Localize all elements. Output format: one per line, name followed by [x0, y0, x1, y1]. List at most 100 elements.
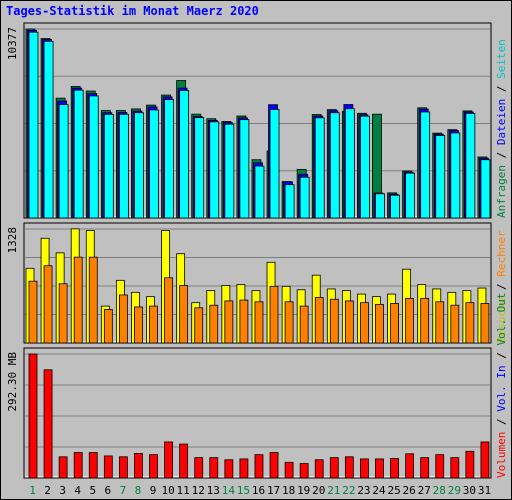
right-legend-top-part: Anfragen — [495, 165, 508, 218]
visits-bar-rechner-day-10 — [164, 277, 173, 344]
volume-bar-volumen-day-28 — [435, 454, 445, 479]
x-tick-label-day-24: 24 — [372, 484, 386, 497]
visits-bar-rechner-day-9 — [149, 305, 158, 344]
volume-bar-volumen-day-5 — [88, 452, 98, 479]
right-legend-top: Anfragen / Dateien / Seiten — [495, 39, 508, 218]
visits-bar-rechner-day-8 — [134, 306, 143, 344]
right-legend-bottom-part: / — [495, 346, 508, 366]
visits-bar-rechner-day-19 — [299, 305, 309, 344]
x-tick-label-day-6: 6 — [105, 484, 112, 497]
requests-bar-seiten-day-27 — [420, 111, 431, 219]
visits-bar-rechner-day-24 — [375, 303, 384, 344]
x-tick-label-day-10: 10 — [161, 484, 174, 497]
requests-bar-seiten-day-21 — [329, 112, 340, 219]
visits-bar-rechner-day-25 — [390, 303, 399, 344]
requests-bar-seiten-day-22 — [344, 108, 355, 219]
visits-bar-rechner-day-12 — [194, 307, 204, 344]
volume-bar-volumen-day-27 — [420, 457, 430, 479]
x-tick-label-day-25: 25 — [387, 484, 400, 497]
x-tick-label-day-1: 1 — [29, 484, 36, 497]
requests-bar-seiten-day-25 — [390, 194, 400, 219]
volume-bar-volumen-day-2 — [43, 369, 53, 479]
volume-bar-volumen-day-26 — [405, 453, 415, 479]
x-tick-label-day-5: 5 — [89, 484, 96, 497]
requests-bar-seiten-day-5 — [88, 95, 99, 219]
visits-bar-rechner-day-17 — [269, 285, 279, 344]
requests-bar-seiten-day-14 — [224, 123, 235, 219]
visits-bar-rechner-day-23 — [360, 302, 369, 344]
volume-bar-volumen-day-17 — [269, 452, 279, 479]
visits-bar-rechner-day-22 — [344, 300, 354, 344]
right-legends: Anfragen / Dateien / Seiten Besuche / Rec… — [495, 39, 508, 478]
right-legend-top-part: Seiten — [495, 39, 508, 79]
requests-bar-seiten-day-18 — [284, 184, 295, 219]
volume-bar-volumen-day-22 — [344, 456, 354, 479]
x-tick-label-day-11: 11 — [177, 484, 190, 497]
requests-panel: 10377 — [6, 22, 492, 219]
visits-bar-rechner-day-7 — [118, 294, 128, 344]
visits-bar-rechner-day-18 — [284, 301, 294, 344]
visits-bar-rechner-day-16 — [254, 301, 264, 344]
x-tick-label-day-28: 28 — [433, 484, 446, 497]
volume-bar-volumen-day-3 — [58, 456, 68, 479]
x-tick-label-day-19: 19 — [297, 484, 310, 497]
requests-bar-seiten-day-9 — [149, 109, 159, 219]
volume-bar-volumen-day-21 — [329, 457, 339, 479]
x-tick-label-day-3: 3 — [59, 484, 66, 497]
visits-bar-rechner-day-28 — [435, 301, 445, 344]
volume-bar-volumen-day-19 — [299, 463, 309, 479]
visits-bar-rechner-day-1 — [28, 280, 38, 344]
visits-bar-rechner-day-14 — [224, 300, 234, 344]
chart-title: Tages-Statistik im Monat Maerz 2020 — [6, 4, 259, 18]
x-tick-label-day-14: 14 — [222, 484, 236, 497]
volume-bar-volumen-day-11 — [179, 443, 189, 479]
right-legend-bottom-part: Volumen — [495, 432, 508, 478]
x-tick-label-day-13: 13 — [207, 484, 220, 497]
volume-bar-volumen-day-7 — [118, 456, 128, 479]
requests-bar-seiten-day-20 — [314, 117, 325, 219]
requests-bar-seiten-day-2 — [43, 40, 54, 219]
requests-bar-seiten-day-3 — [58, 104, 69, 219]
volume-bar-volumen-day-14 — [224, 459, 234, 479]
x-tick-label-day-26: 26 — [403, 484, 416, 497]
visits-bar-rechner-day-2 — [43, 265, 53, 344]
x-tick-label-day-30: 30 — [463, 484, 476, 497]
visits-panel: 1328 — [6, 222, 492, 344]
right-legend-top-part: / — [495, 145, 508, 165]
right-legend-bottom-part: / — [495, 412, 508, 432]
x-tick-label-day-8: 8 — [135, 484, 142, 497]
volume-bar-volumen-day-6 — [103, 455, 113, 479]
x-tick-label-day-7: 7 — [120, 484, 127, 497]
visits-bar-rechner-day-30 — [465, 302, 475, 344]
visits-bar-rechner-day-4 — [73, 256, 83, 344]
x-tick-label-day-31: 31 — [478, 484, 491, 497]
visits-bar-rechner-day-15 — [239, 299, 249, 344]
right-legend-middle-part: Rechner — [495, 230, 508, 277]
visits-bar-rechner-day-27 — [420, 297, 430, 344]
right-legend-top-part: Dateien — [495, 99, 508, 145]
volume-bar-volumen-day-31 — [480, 441, 490, 479]
requests-bar-seiten-day-7 — [118, 113, 129, 219]
volume-bar-volumen-day-18 — [284, 461, 294, 479]
x-tick-label-day-18: 18 — [282, 484, 295, 497]
visits-bar-rechner-day-31 — [480, 303, 490, 344]
volume-bar-volumen-day-10 — [164, 441, 173, 479]
volume-bar-volumen-day-20 — [314, 459, 324, 479]
requests-bar-seiten-day-8 — [134, 112, 144, 219]
requests-bar-seiten-day-1 — [28, 31, 39, 219]
volume-bar-volumen-day-8 — [134, 452, 143, 479]
volume-bar-volumen-day-1 — [28, 353, 38, 479]
right-legend-middle-part: / — [495, 277, 508, 297]
right-legend-top-part: / — [495, 79, 508, 99]
requests-bar-seiten-day-12 — [194, 117, 205, 219]
visits-bar-rechner-day-3 — [58, 283, 68, 344]
visits-bar-rechner-day-5 — [88, 256, 98, 344]
x-tick-label-day-27: 27 — [418, 484, 431, 497]
requests-bar-seiten-day-17 — [269, 109, 280, 219]
volume-bar-volumen-day-16 — [254, 454, 264, 479]
requests-bar-seiten-day-31 — [480, 159, 491, 219]
x-tick-label-day-21: 21 — [327, 484, 340, 497]
requests-y-max-label: 10377 — [6, 27, 19, 60]
visits-bar-rechner-day-6 — [103, 309, 113, 344]
